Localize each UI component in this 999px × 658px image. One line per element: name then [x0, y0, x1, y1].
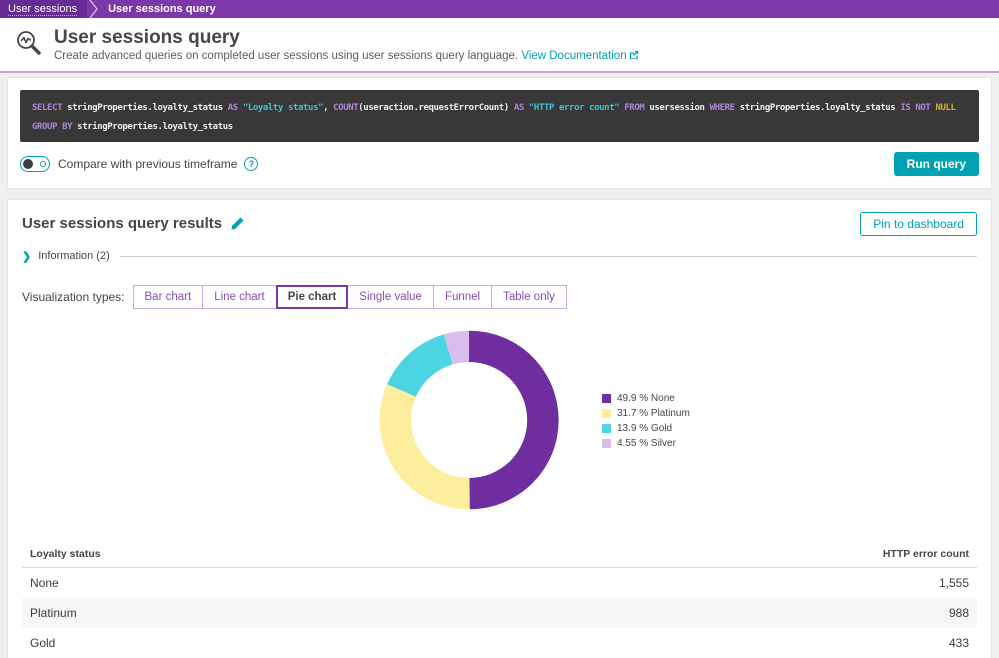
cell-http-error-count: 1,555 — [938, 575, 969, 590]
legend-label: 4.55 % Silver — [617, 437, 676, 449]
results-card: User sessions query results Pin to dashb… — [8, 199, 991, 658]
breadcrumb-chevron-icon — [89, 0, 98, 18]
cell-http-error-count: 988 — [948, 605, 969, 620]
external-link-icon — [629, 51, 638, 60]
cell-loyalty-status: Platinum — [30, 605, 77, 620]
legend-swatch — [602, 393, 611, 403]
legend-label: 31.7 % Platinum — [617, 407, 690, 419]
query-editor-card: SELECT stringProperties.loyalty_status A… — [8, 78, 991, 188]
toggle-knob-off — [40, 160, 46, 167]
page-title: User sessions query — [54, 26, 240, 48]
column-header-loyalty-status: Loyalty status — [22, 540, 461, 568]
pie-slice-silver[interactable] — [443, 330, 469, 365]
cell-loyalty-status: None — [30, 575, 59, 590]
legend-swatch — [602, 438, 611, 448]
legend-swatch — [602, 408, 611, 418]
table-row: None 1,555 — [22, 567, 977, 598]
toggle-knob — [23, 158, 33, 169]
breadcrumb-item-user-sessions[interactable]: User sessions — [0, 0, 88, 18]
pie-chart[interactable] — [374, 325, 564, 515]
page-header: User sessions query Create advanced quer… — [0, 18, 999, 73]
breadcrumb-label: User sessions — [8, 2, 78, 16]
legend-item-silver: 4.55 % Silver — [602, 438, 690, 449]
results-table: Loyalty status HTTP error count None 1,55… — [22, 540, 977, 658]
breadcrumb-item-current: User sessions query — [100, 0, 224, 18]
cell-loyalty-status: Gold — [30, 635, 56, 650]
legend-label: 13.9 % Gold — [617, 422, 673, 434]
chevron-right-icon: ❯ — [22, 250, 32, 263]
legend-item-platinum: 31.7 % Platinum — [602, 408, 690, 419]
run-query-button[interactable]: Run query — [893, 151, 979, 176]
edit-title-icon[interactable] — [230, 216, 245, 231]
visualization-type-tabs: Bar chart Line chart Pie chart Single value… — [132, 284, 567, 309]
compare-timeframe-label: Compare with previous timeframe — [58, 156, 238, 171]
pie-slice-none[interactable] — [469, 330, 559, 510]
user-sessions-query-icon — [14, 28, 44, 63]
usql-query-editor[interactable]: SELECT stringProperties.loyalty_status A… — [20, 90, 979, 142]
results-title: User sessions query results — [22, 215, 223, 233]
information-expander[interactable]: ❯ Information (2) — [22, 250, 977, 263]
table-row: Gold 433 — [22, 628, 977, 658]
pin-to-dashboard-button[interactable]: Pin to dashboard — [860, 211, 977, 236]
pie-slice-gold[interactable] — [387, 334, 453, 397]
chart-legend: 49.9 % None 31.7 % Platinum 13.9 % Gold 4.5… — [602, 393, 690, 453]
viz-tab-pie-chart[interactable]: Pie chart — [275, 284, 349, 309]
legend-item-gold: 13.9 % Gold — [602, 423, 690, 434]
usql-query-text: SELECT stringProperties.loyalty_status A… — [32, 103, 956, 132]
legend-label: 49.9 % None — [617, 392, 675, 404]
legend-swatch — [602, 423, 611, 433]
information-label: Information (2) — [38, 250, 110, 263]
breadcrumb: User sessions User sessions query — [0, 0, 999, 18]
divider — [119, 255, 977, 257]
chart-area: 49.9 % None 31.7 % Platinum 13.9 % Gold 4.5… — [22, 315, 977, 531]
cell-http-error-count: 433 — [948, 635, 969, 650]
viz-tab-single-value[interactable]: Single value — [347, 284, 434, 309]
legend-item-none: 49.9 % None — [602, 393, 690, 404]
view-documentation-link[interactable]: View Documentation — [521, 50, 638, 62]
pie-slice-platinum[interactable] — [379, 384, 470, 510]
viz-tab-bar-chart[interactable]: Bar chart — [132, 284, 204, 309]
column-header-http-error-count: HTTP error count — [460, 540, 977, 568]
page-subtitle: Create advanced queries on completed use… — [54, 50, 519, 63]
breadcrumb-label: User sessions query — [108, 3, 216, 15]
viz-tab-funnel[interactable]: Funnel — [432, 284, 493, 309]
compare-timeframe-toggle[interactable] — [20, 155, 50, 172]
help-icon[interactable]: ? — [244, 156, 259, 171]
viz-tab-table-only[interactable]: Table only — [491, 284, 567, 309]
table-row: Platinum 988 — [22, 597, 977, 628]
viz-tab-line-chart[interactable]: Line chart — [202, 284, 277, 309]
visualization-types-label: Visualization types: — [22, 289, 125, 304]
